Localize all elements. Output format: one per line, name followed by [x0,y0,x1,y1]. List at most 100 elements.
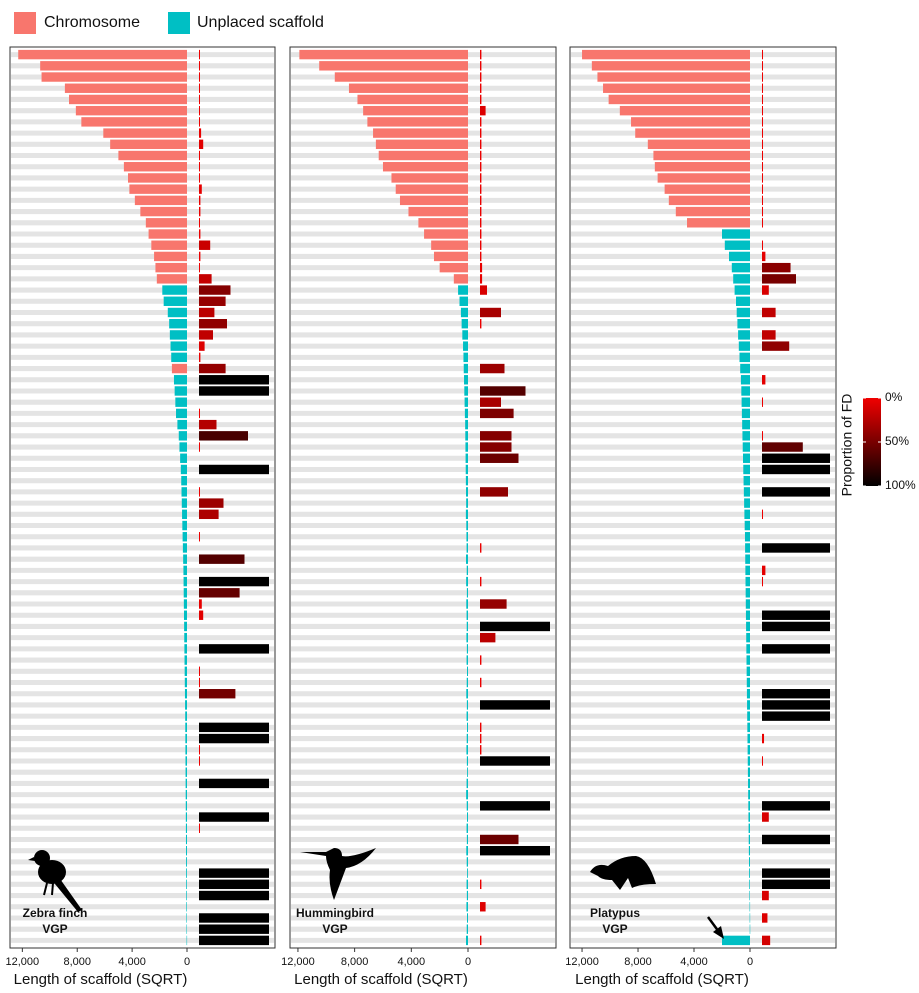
scaffold-bar [467,723,468,732]
fd-bar [762,835,830,844]
fd-bar [199,689,235,698]
scaffold-bar [749,835,750,844]
fd-bar [199,386,269,395]
fd-bar [480,386,526,395]
scaffold-bar [418,218,468,227]
scaffold-bar [467,700,468,709]
fd-bar [480,745,481,754]
scaffold-bar [748,756,750,765]
scaffold-bar [748,779,750,788]
fd-bar [762,375,765,384]
scaffold-bar [746,577,750,586]
scaffold-bar [175,397,187,406]
scaffold-bar [648,140,750,149]
scaffold-bar [184,644,187,653]
scaffold-bar [746,633,750,642]
fd-bar [199,599,202,608]
scaffold-bar [466,521,468,530]
fd-bar [480,319,481,328]
scaffold-bar [744,487,750,496]
fd-bar [762,341,789,350]
fd-bar [762,622,830,631]
fd-bar [480,106,486,115]
scaffold-bar [168,308,187,317]
scaffold-bar [467,835,468,844]
fd-bar [762,543,830,552]
fd-bar [762,84,763,93]
fd-bar [199,263,200,272]
scaffold-bar [465,431,468,440]
fd-bar [480,308,501,317]
fd-bar [199,487,200,496]
fd-bar [199,173,200,182]
scaffold-bar [169,319,187,328]
scaffold-bar [431,241,468,250]
scaffold-bar [186,913,187,922]
scaffold-bar [745,543,750,552]
fd-bar [199,274,212,283]
scaffold-bar [373,128,468,137]
fd-bar [480,128,481,137]
scaffold-bar [140,207,187,216]
scaffold-bar [118,151,187,160]
fd-bar [762,117,763,126]
scaffold-bar [747,700,750,709]
scaffold-bar [732,263,750,272]
scaffold-bar [738,330,750,339]
scaffold-bar [749,857,750,866]
scaffold-bar [603,84,750,93]
legend-label: Chromosome [44,14,140,31]
fd-bar [762,207,763,216]
scaffold-bar [733,274,750,283]
fd-bar [762,689,830,698]
fd-bar [199,420,217,429]
scaffold-bar [747,689,750,698]
fd-bar [762,330,776,339]
fd-bar [762,308,776,317]
scaffold-bar [467,734,468,743]
scaffold-bar [743,465,750,474]
scaffold-bar [376,140,468,149]
scaffold-bar [669,196,750,205]
scaffold-bar [42,72,187,81]
fd-bar [762,173,763,182]
fd-bar [480,756,550,765]
fd-bar [199,913,269,922]
fd-bar [199,577,269,586]
scaffold-bar [459,297,468,306]
fd-bar [762,880,830,889]
scaffold-bar [186,790,187,799]
fd-bar [480,622,550,631]
scaffold-bar [186,835,187,844]
fd-bar [480,285,487,294]
fd-bar [480,196,481,205]
fd-bar [762,566,765,575]
scaffold-bar [467,891,468,900]
scaffold-bar [464,364,468,373]
scaffold-bar [466,554,468,563]
fd-bar [199,678,200,687]
scaffold-bar [408,207,468,216]
scaffold-bar [186,857,187,866]
fd-bar [480,835,519,844]
scaffold-bar [186,812,187,821]
scaffold-bar [722,229,750,238]
scaffold-bar [171,353,187,362]
scaffold-bar [743,454,750,463]
scaffold-bar [745,532,750,541]
fd-bar [199,880,269,889]
fd-bar [199,84,200,93]
scaffold-bar [175,386,187,395]
fd-bar [480,599,507,608]
fd-bar [199,308,214,317]
scaffold-bar [466,846,468,855]
scaffold-bar [466,454,468,463]
fd-bar [199,745,200,754]
scaffold-bar [739,341,750,350]
fd-bar [199,588,240,597]
fd-bar [199,341,205,350]
scaffold-bar [81,117,187,126]
scaffold-bar [467,756,468,765]
fd-bar [199,611,203,620]
fd-bar [199,510,219,519]
